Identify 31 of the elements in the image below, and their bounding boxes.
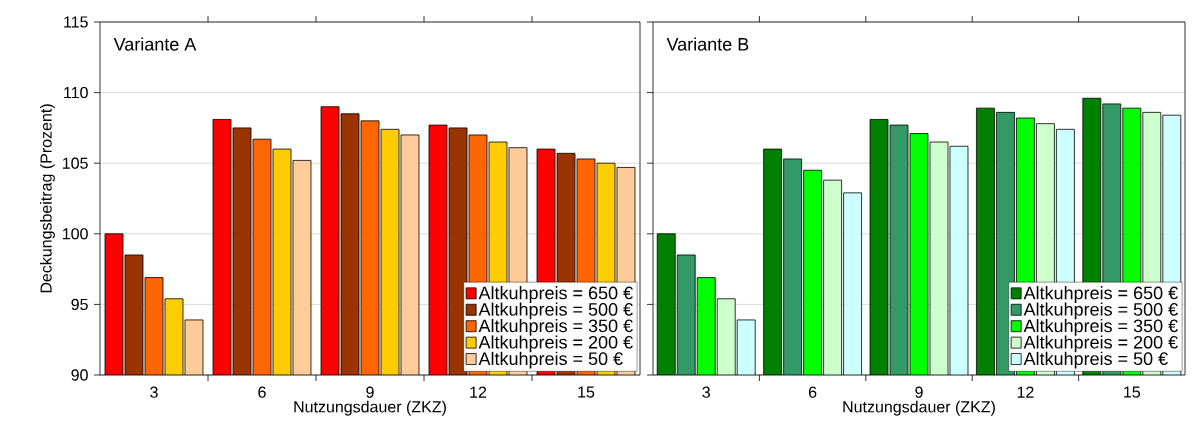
x-axis-title: Nutzungsdauer (ZKZ) bbox=[294, 400, 446, 416]
legend-label: Altkuhpreis = 500 € bbox=[478, 302, 633, 320]
x-tick-label: 3 bbox=[702, 386, 710, 398]
legend-label: Altkuhpreis = 500 € bbox=[1023, 302, 1178, 320]
legend-label: Altkuhpreis = 650 € bbox=[478, 286, 633, 303]
legend-label: Altkuhpreis = 200 € bbox=[478, 335, 633, 353]
y-tick-label: 110 bbox=[64, 86, 88, 99]
text: Variante B bbox=[666, 37, 749, 51]
legend-label: Altkuhpreis = 50 € bbox=[1023, 351, 1168, 369]
x-tick-label: 9 bbox=[915, 386, 923, 398]
x-tick-label: 12 bbox=[1017, 386, 1034, 398]
y-axis-title: Deckungsbeitrag (Prozent) bbox=[40, 104, 55, 293]
y-tick-label: 95 bbox=[71, 298, 88, 311]
y-tick-label: 105 bbox=[63, 157, 88, 169]
x-tick-label: 6 bbox=[808, 386, 817, 398]
x-tick-label: 15 bbox=[578, 386, 595, 398]
legend-label: Altkuhpreis = 350 € bbox=[478, 318, 633, 336]
legend-label: Altkuhpreis = 50 € bbox=[478, 351, 623, 369]
x-tick-label: 3 bbox=[150, 386, 158, 398]
x-tick-label: 12 bbox=[470, 386, 487, 398]
y-tick-label: 100 bbox=[63, 228, 88, 240]
legend-label: Altkuhpreis = 350 € bbox=[1023, 318, 1178, 336]
legend-label: Altkuhpreis = 650 € bbox=[1023, 286, 1178, 303]
text: Variante A bbox=[113, 37, 197, 51]
y-tick-label: 115 bbox=[64, 16, 88, 28]
x-tick-label: 6 bbox=[258, 386, 266, 398]
legend-label: Altkuhpreis = 200 € bbox=[1023, 335, 1178, 353]
x-tick-label: 9 bbox=[366, 386, 374, 398]
y-tick-label: 90 bbox=[71, 369, 88, 381]
x-tick-label: 15 bbox=[1124, 386, 1141, 398]
x-axis-title: Nutzungsdauer (ZKZ) bbox=[843, 400, 995, 416]
